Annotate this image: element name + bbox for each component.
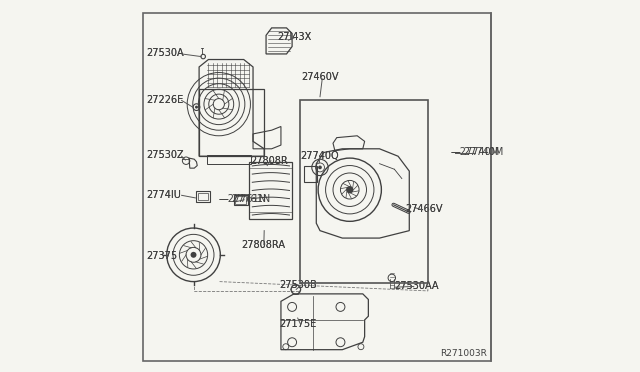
- Text: 27530AA: 27530AA: [394, 281, 439, 291]
- Text: 27530A: 27530A: [147, 48, 184, 58]
- Text: — 27761N: — 27761N: [219, 195, 270, 204]
- Text: 27I43X: 27I43X: [277, 32, 312, 42]
- Text: 27460V: 27460V: [301, 73, 339, 82]
- Text: 2774IU: 2774IU: [147, 190, 181, 199]
- Text: R271003R: R271003R: [440, 349, 488, 358]
- Bar: [198, 193, 208, 200]
- Text: 27808R: 27808R: [250, 156, 288, 166]
- Bar: [207, 155, 251, 164]
- Text: 27808RA: 27808RA: [241, 240, 285, 250]
- Text: 27530Z: 27530Z: [147, 151, 184, 160]
- Text: 27226E: 27226E: [147, 95, 184, 105]
- Text: —27740M: —27740M: [451, 147, 500, 157]
- Bar: [167, 230, 220, 280]
- Text: 27175E: 27175E: [279, 319, 316, 328]
- Circle shape: [191, 252, 196, 258]
- Text: — 27740M: — 27740M: [451, 147, 503, 157]
- Text: 27375: 27375: [147, 251, 177, 261]
- Bar: [300, 100, 428, 283]
- Text: 27466V: 27466V: [405, 205, 442, 214]
- Text: 27466V: 27466V: [405, 205, 442, 214]
- Text: 27226E: 27226E: [147, 95, 184, 105]
- Bar: [235, 196, 246, 204]
- Text: 27530AA: 27530AA: [394, 281, 439, 291]
- Text: 27808RA: 27808RA: [241, 240, 285, 250]
- Text: 27530B: 27530B: [279, 280, 317, 290]
- Text: 27375: 27375: [147, 251, 177, 261]
- Circle shape: [195, 106, 198, 109]
- Text: 27808R: 27808R: [250, 156, 288, 166]
- Text: 27530B: 27530B: [279, 280, 317, 290]
- Text: 27530Z: 27530Z: [147, 151, 184, 160]
- Text: 27175E: 27175E: [279, 319, 316, 328]
- Text: 27740Q: 27740Q: [301, 151, 339, 161]
- Bar: [234, 195, 248, 205]
- Bar: [199, 89, 264, 156]
- Bar: [196, 191, 209, 202]
- Bar: [250, 162, 292, 219]
- Text: 27530A: 27530A: [147, 48, 184, 58]
- Text: 2774IU: 2774IU: [147, 190, 181, 199]
- Text: 27460V: 27460V: [301, 73, 339, 82]
- Text: 27I43X: 27I43X: [277, 32, 312, 42]
- Circle shape: [346, 186, 353, 193]
- Text: 27740Q: 27740Q: [301, 151, 339, 161]
- Circle shape: [318, 166, 322, 169]
- Bar: [303, 166, 317, 182]
- Text: —27761N: —27761N: [219, 195, 267, 204]
